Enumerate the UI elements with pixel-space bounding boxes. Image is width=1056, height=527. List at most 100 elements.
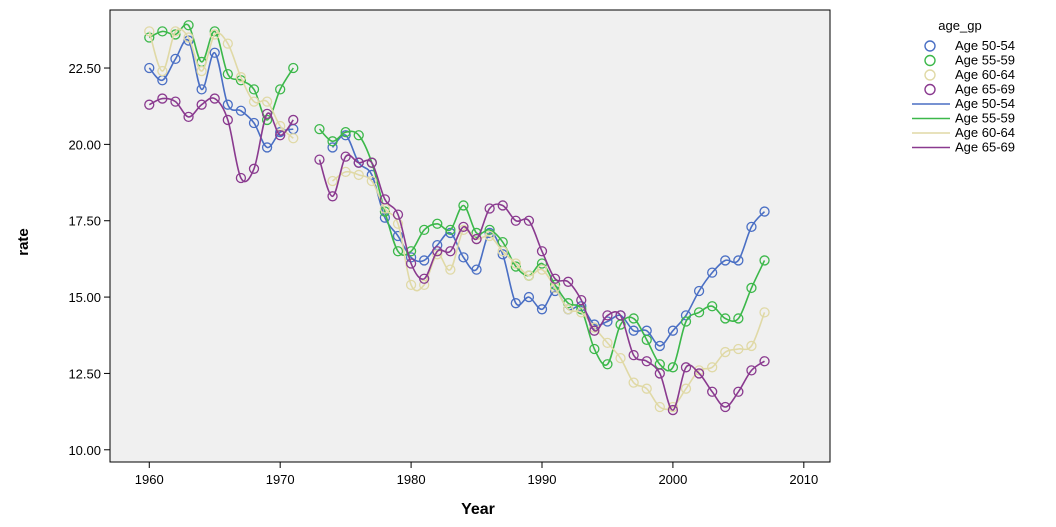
data-point-age-60-64 <box>432 249 443 260</box>
legend-marker <box>924 83 936 96</box>
data-point-age-60-64 <box>654 401 665 413</box>
data-point-age-55-59 <box>746 282 757 294</box>
data-point-age-50-54 <box>510 298 521 309</box>
data-point-age-60-64 <box>536 264 548 275</box>
data-point-age-65-69 <box>419 273 430 284</box>
data-point-age-55-59 <box>314 123 325 135</box>
data-point-age-65-69 <box>602 310 613 321</box>
data-point-age-60-64 <box>222 38 233 49</box>
data-point-age-65-69 <box>196 99 207 110</box>
data-point-age-55-59 <box>484 224 495 236</box>
data-point-age-65-69 <box>549 273 561 284</box>
data-point-age-50-54 <box>445 227 456 239</box>
x-tick-label: 1980 <box>397 472 426 487</box>
data-point-age-60-64 <box>759 307 770 318</box>
data-point-age-65-69 <box>392 209 404 220</box>
data-point-age-65-69 <box>144 99 155 110</box>
data-point-age-65-69 <box>405 258 417 269</box>
data-point-age-60-64 <box>615 353 626 364</box>
data-point-age-55-59 <box>759 255 770 266</box>
x-axis: 1960 1970 1980 1990 2000 2010 <box>135 462 818 487</box>
data-point-age-50-54 <box>471 264 482 275</box>
data-point-age-50-54 <box>733 255 744 266</box>
data-point-age-65-69 <box>340 151 351 162</box>
data-point-age-65-69 <box>536 246 548 257</box>
data-point-age-50-54 <box>536 304 548 315</box>
data-point-age-60-64 <box>563 304 574 315</box>
x-tick-label: 1990 <box>528 472 557 487</box>
data-point-age-50-54 <box>170 53 181 65</box>
y-axis: 10.00 12.50 15.00 17.50 20.00 22.50 <box>68 61 110 458</box>
data-point-age-50-54 <box>693 285 705 297</box>
data-point-age-55-59 <box>628 313 639 324</box>
data-point-age-65-69 <box>471 233 482 245</box>
data-point-age-55-59 <box>353 130 364 141</box>
data-point-age-55-59 <box>327 136 338 147</box>
data-point-age-55-59 <box>707 301 718 312</box>
legend-line-label: Age 50-54 <box>955 96 1015 111</box>
y-tick-label: 20.00 <box>68 137 101 152</box>
x-tick-label: 2000 <box>658 472 687 487</box>
data-point-age-60-64 <box>248 96 260 107</box>
data-point-age-50-54 <box>209 47 220 58</box>
data-point-age-55-59 <box>183 20 194 31</box>
data-point-age-60-64 <box>366 175 377 187</box>
data-point-age-55-59 <box>720 313 731 324</box>
data-point-age-55-59 <box>641 334 652 345</box>
legend-line-label: Age 55-59 <box>955 111 1015 126</box>
data-point-age-65-69 <box>170 96 181 107</box>
data-point-age-55-59 <box>445 224 456 236</box>
legend-marker-label: Age 65-69 <box>955 82 1015 97</box>
data-point-age-60-64 <box>445 264 456 275</box>
data-point-age-60-64 <box>523 270 535 281</box>
data-point-age-65-69 <box>746 365 757 376</box>
plot-background <box>109 9 831 463</box>
data-point-age-55-59 <box>170 29 181 40</box>
data-point-age-60-64 <box>693 365 705 376</box>
data-point-age-50-54 <box>261 142 273 153</box>
data-point-age-50-54 <box>458 252 469 263</box>
data-point-age-60-64 <box>733 343 744 355</box>
data-point-age-55-59 <box>458 200 469 211</box>
series-layer <box>144 20 770 416</box>
data-point-age-50-54 <box>144 62 155 74</box>
data-point-age-60-64 <box>353 169 364 181</box>
data-point-age-65-69 <box>615 310 626 321</box>
data-point-age-55-59 <box>733 313 744 324</box>
data-point-age-65-69 <box>327 191 338 202</box>
data-point-age-55-59 <box>680 316 692 327</box>
data-point-age-55-59 <box>602 359 613 370</box>
data-point-age-65-69 <box>589 325 600 336</box>
data-point-age-60-64 <box>746 340 757 352</box>
legend-marker <box>924 69 936 81</box>
data-point-age-50-54 <box>720 255 731 266</box>
data-point-age-60-64 <box>170 26 181 37</box>
data-point-age-60-64 <box>484 230 495 242</box>
series-line-age-55-59 <box>318 128 766 372</box>
data-point-age-65-69 <box>248 163 260 174</box>
x-axis-label: Year <box>461 501 495 518</box>
data-point-age-65-69 <box>484 203 495 214</box>
data-point-age-60-64 <box>157 65 168 77</box>
data-point-age-55-59 <box>340 127 351 138</box>
data-point-age-65-69 <box>707 386 718 397</box>
data-point-age-50-54 <box>235 105 247 116</box>
data-point-age-65-69 <box>563 276 574 287</box>
data-point-age-50-54 <box>746 221 757 232</box>
data-point-age-60-64 <box>602 337 613 349</box>
data-point-age-60-64 <box>209 29 220 40</box>
data-point-age-55-59 <box>157 26 168 37</box>
data-point-age-65-69 <box>667 404 679 416</box>
data-point-age-60-64 <box>680 383 692 394</box>
data-point-age-60-64 <box>707 362 718 373</box>
data-point-age-60-64 <box>196 65 207 77</box>
data-point-age-65-69 <box>261 108 273 119</box>
data-point-age-55-59 <box>288 62 299 74</box>
data-point-age-60-64 <box>419 279 430 291</box>
data-point-age-65-69 <box>157 93 168 104</box>
data-point-age-55-59 <box>432 218 443 229</box>
data-point-age-55-59 <box>510 261 521 272</box>
data-point-age-60-64 <box>183 32 194 43</box>
